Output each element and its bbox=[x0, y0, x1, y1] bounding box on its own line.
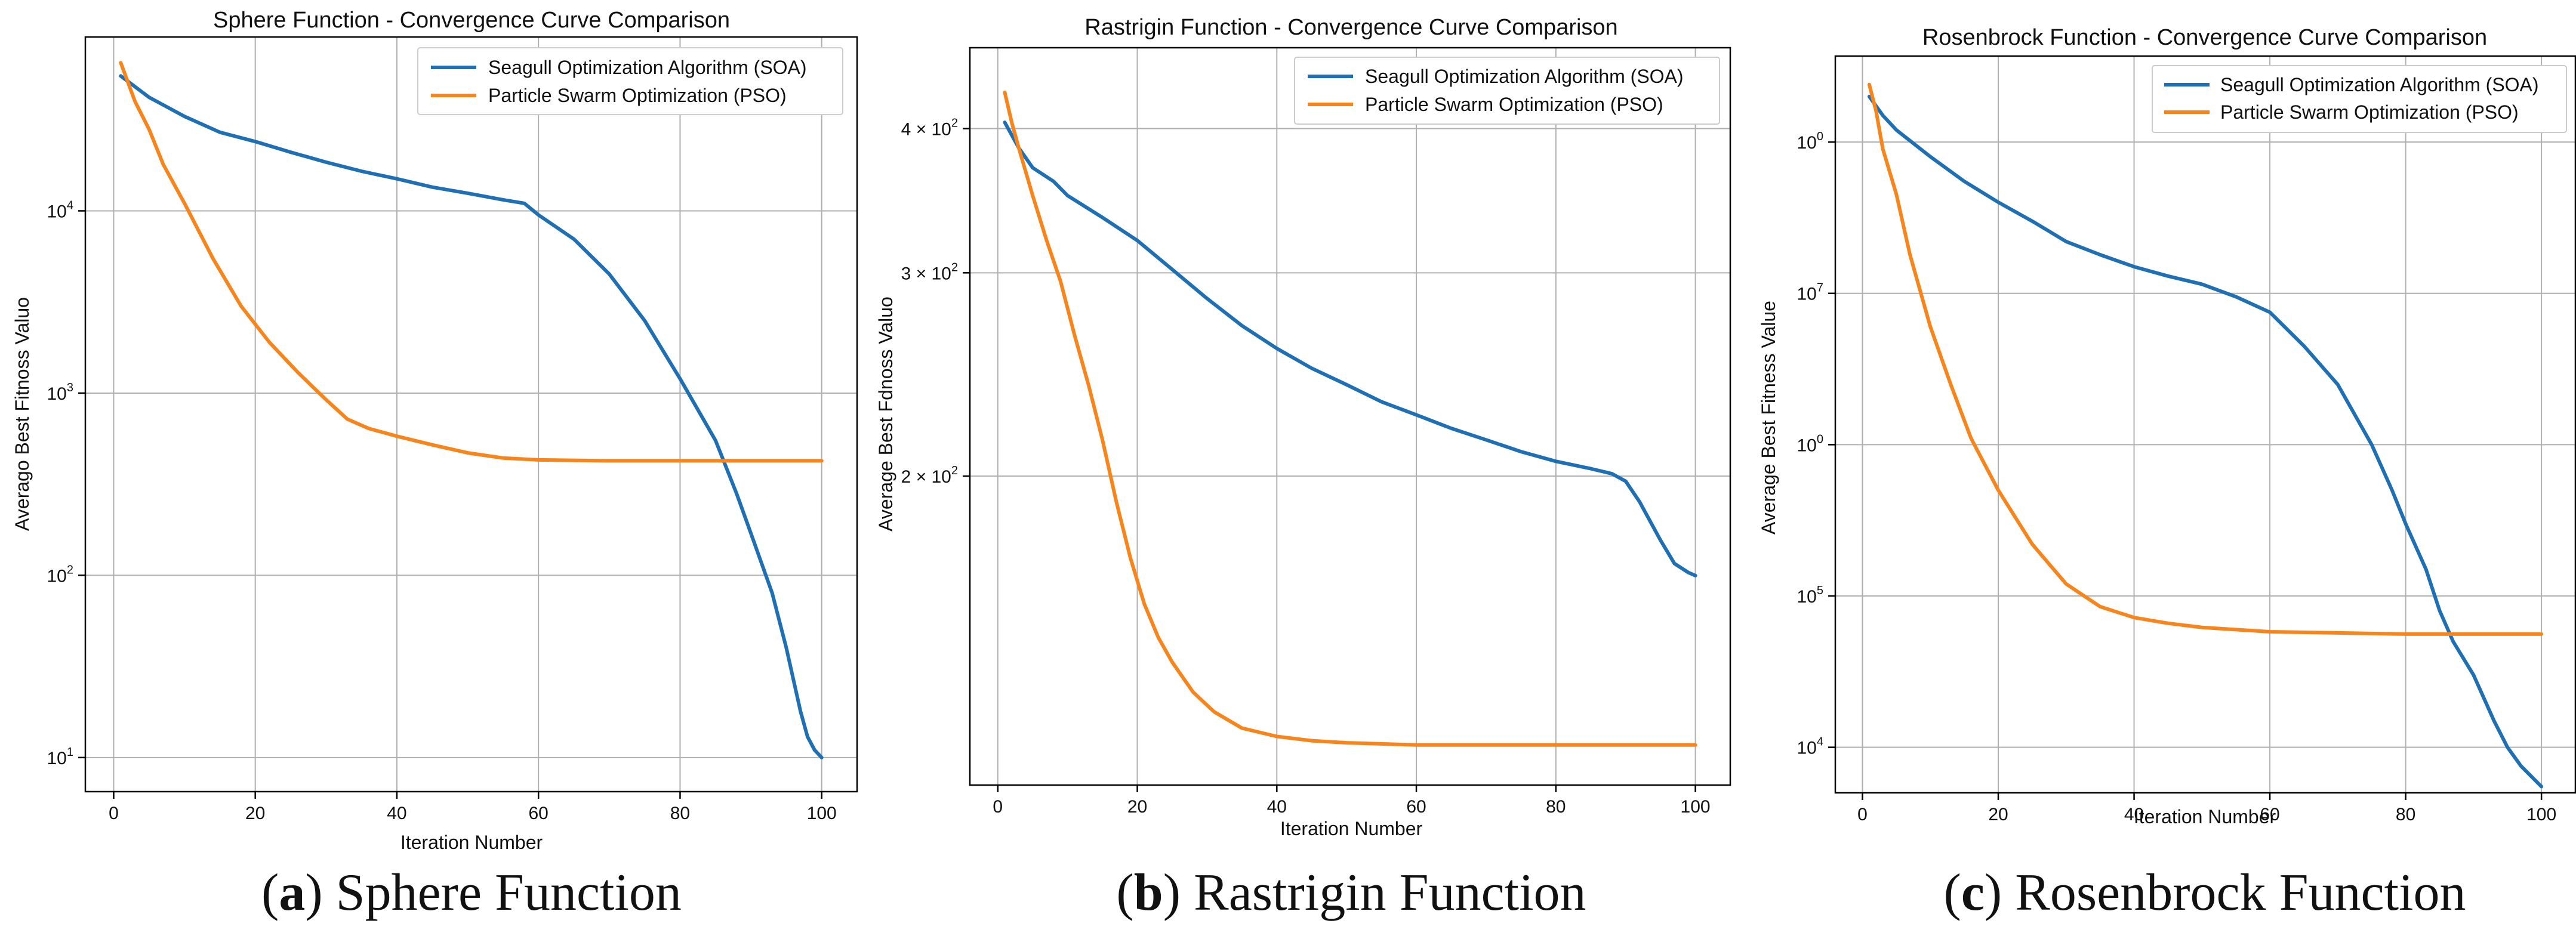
series-line-soa bbox=[1867, 94, 2544, 789]
grid-layer bbox=[1835, 56, 2575, 793]
caption-letter: b bbox=[1134, 864, 1163, 922]
y-tick-label: 3 × 102 bbox=[901, 261, 958, 283]
caption-letter: a bbox=[279, 864, 305, 922]
x-tick-label: 40 bbox=[1267, 797, 1287, 817]
x-tick-label: 100 bbox=[1681, 797, 1711, 817]
plot-frame bbox=[84, 36, 858, 793]
ticks-layer: 0 20 40 60 80 100 2 × 102 3 × 102 4 × 102 bbox=[901, 117, 1711, 817]
panel-title: Sphere Function - Convergence Curve Comp… bbox=[213, 8, 730, 33]
panel-caption: (b) Rastrigin Function bbox=[1116, 864, 1586, 922]
series-line-soa bbox=[1003, 121, 1697, 577]
caption-text: Rosenbrock Function bbox=[2015, 864, 2466, 922]
series-line-soa bbox=[119, 74, 824, 759]
series-layer bbox=[119, 61, 824, 759]
x-tick-label: 60 bbox=[2260, 805, 2279, 824]
x-tick-label: 20 bbox=[1127, 797, 1147, 817]
legend-label-soa: Seagull Optimization Algorithm (SOA) bbox=[2220, 74, 2539, 95]
y-tick-label: 104 bbox=[47, 199, 74, 221]
y-tick-label: 104 bbox=[1797, 736, 1824, 758]
y-tick-label: 107 bbox=[1797, 282, 1824, 304]
ticks-layer: 0 20 40 60 80 100 101 102 103 104 bbox=[47, 199, 837, 823]
caption-text: Sphere Function bbox=[336, 864, 682, 922]
x-tick-label: 80 bbox=[2396, 805, 2415, 824]
y-tick-label: 100 bbox=[1797, 433, 1824, 455]
plot-frame bbox=[1834, 55, 2576, 794]
y-tick-label: 101 bbox=[47, 746, 74, 768]
legend-frame bbox=[1294, 57, 1720, 125]
x-tick-label: 40 bbox=[2124, 805, 2144, 824]
legend-label-soa: Seagull Optimization Algorithm (SOA) bbox=[1365, 66, 1684, 87]
x-tick-label: 20 bbox=[245, 804, 265, 823]
x-tick-label: 60 bbox=[529, 804, 549, 823]
legend-frame bbox=[2152, 65, 2567, 133]
y-tick-label: 103 bbox=[47, 381, 74, 404]
y-tick-label: 4 × 102 bbox=[901, 117, 958, 140]
caption-letter: c bbox=[1961, 864, 1985, 922]
y-tick-label: 105 bbox=[1797, 584, 1824, 607]
x-tick-label: 40 bbox=[387, 804, 406, 823]
x-tick-label: 100 bbox=[807, 804, 837, 823]
series-line-pso bbox=[1003, 90, 1697, 747]
legend: Seagull Optimization Algorithm (SOA) Par… bbox=[417, 47, 843, 115]
panel-sphere: Sphere Function - Convergence Curve Comp… bbox=[11, 8, 858, 922]
x-tick-label: 0 bbox=[109, 804, 119, 823]
x-tick-label: 80 bbox=[670, 804, 690, 823]
x-tick-label: 60 bbox=[1406, 797, 1426, 817]
y-axis-label: Average Best Fitness Value bbox=[1758, 301, 1779, 535]
panel-title: Rosenbrock Function - Convergence Curve … bbox=[1922, 25, 2487, 50]
legend: Seagull Optimization Algorithm (SOA) Par… bbox=[1294, 57, 1720, 125]
series-line-pso bbox=[119, 61, 824, 463]
x-tick-label: 20 bbox=[1988, 805, 2008, 824]
x-tick-label: 0 bbox=[1857, 805, 1868, 824]
x-tick-label: 80 bbox=[1546, 797, 1566, 817]
legend-frame bbox=[417, 47, 843, 115]
y-tick-label: 100 bbox=[1797, 130, 1824, 153]
grid-layer bbox=[970, 48, 1730, 785]
series-layer bbox=[1867, 82, 2544, 789]
y-tick-label: 2 × 102 bbox=[901, 464, 958, 487]
series-line-pso bbox=[1867, 82, 2544, 636]
legend-label-pso: Particle Swarm Optimization (PSO) bbox=[2220, 101, 2519, 123]
x-axis-label: Iteration Number bbox=[1280, 818, 1423, 839]
plot-frame bbox=[969, 47, 1731, 786]
series-layer bbox=[1003, 90, 1697, 747]
legend: Seagull Optimization Algorithm (SOA) Par… bbox=[2152, 65, 2567, 133]
y-tick-label: 102 bbox=[47, 563, 74, 586]
panel-caption: (c) Rosenbrock Function bbox=[1944, 864, 2466, 922]
legend-label-soa: Seagull Optimization Algorithm (SOA) bbox=[488, 57, 807, 78]
caption-text: Rastrigin Function bbox=[1194, 864, 1586, 922]
y-axis-label: Averago Best Fitnoss Valuo bbox=[11, 297, 33, 531]
panel-title: Rastrigin Function - Convergence Curve C… bbox=[1084, 15, 1617, 40]
legend-label-pso: Particle Swarm Optimization (PSO) bbox=[1365, 94, 1663, 115]
x-tick-label: 0 bbox=[993, 797, 1003, 817]
y-axis-label: Average Best Fdnoss Valuo bbox=[875, 296, 896, 532]
panel-rosenbrock: Rosenbrock Function - Convergence Curve … bbox=[1758, 25, 2576, 922]
grid-layer bbox=[85, 37, 857, 792]
panel-caption: (a) Sphere Function bbox=[261, 864, 682, 922]
legend-label-pso: Particle Swarm Optimization (PSO) bbox=[488, 85, 787, 106]
x-axis-label: Iteration Number bbox=[400, 832, 543, 853]
x-tick-label: 100 bbox=[2526, 805, 2556, 824]
panel-rastrigin: Rastrigin Function - Convergence Curve C… bbox=[875, 15, 1731, 922]
x-axis-label: Iteration Number bbox=[2134, 806, 2276, 827]
ticks-layer: 0 20 40 60 80 100 104 105 100 107 100 bbox=[1797, 130, 2557, 824]
